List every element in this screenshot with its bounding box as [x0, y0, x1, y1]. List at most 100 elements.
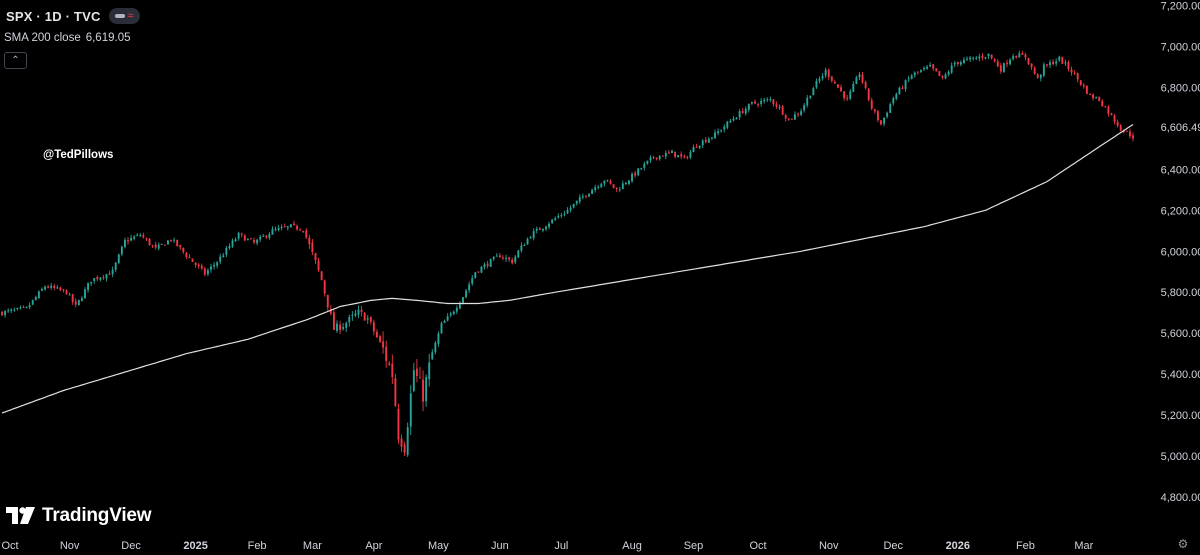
candle-up — [581, 196, 584, 198]
candle-down — [901, 87, 904, 89]
candle-down — [486, 263, 489, 267]
candle-down — [59, 287, 62, 291]
candle-up — [529, 237, 532, 239]
candle-up — [1018, 53, 1021, 58]
candle-up — [210, 266, 212, 270]
candle-down — [1021, 53, 1024, 55]
candle-down — [790, 118, 793, 120]
candle-up — [926, 66, 929, 69]
candle-up — [87, 283, 90, 290]
candle-up — [588, 193, 590, 197]
candle-down — [127, 240, 129, 242]
candle-up — [750, 102, 753, 104]
candle-up — [1055, 61, 1058, 64]
candle-down — [498, 255, 501, 258]
candle-down — [938, 71, 941, 76]
candle-up — [280, 227, 283, 229]
candle-down — [1073, 73, 1076, 75]
candle-down — [170, 240, 172, 242]
candle-down — [1104, 106, 1107, 108]
candle-up — [271, 229, 274, 235]
candle-up — [671, 150, 673, 154]
candle-down — [332, 312, 335, 330]
candle-up — [812, 88, 815, 96]
candle-down — [1082, 85, 1085, 87]
candle-up — [452, 311, 455, 314]
collapse-legend-button[interactable]: ⌃ — [4, 52, 27, 69]
y-axis-tick-label: 5,600.00 — [1161, 328, 1200, 340]
tradingview-logo[interactable]: TradingView — [6, 505, 152, 527]
candle-up — [234, 239, 237, 242]
candle-down — [1036, 74, 1039, 78]
candle-down — [840, 87, 842, 92]
candle-down — [1119, 125, 1122, 131]
candle-up — [883, 117, 886, 124]
visibility-toggle[interactable]: ≈ — [108, 8, 140, 24]
candle-down — [363, 312, 366, 321]
candle-down — [1052, 61, 1055, 65]
candle-up — [262, 235, 265, 237]
symbol-label[interactable]: SPX · 1D · TVC — [6, 8, 101, 24]
candle-up — [206, 270, 209, 275]
candle-down — [323, 280, 326, 294]
sma-legend[interactable]: SMA 200 close 6,619.05 — [4, 32, 130, 44]
sma-200-line — [1, 123, 1134, 414]
candle-down — [757, 104, 759, 106]
candle-up — [572, 203, 575, 208]
candle-up — [849, 91, 852, 99]
candle-up — [259, 236, 262, 240]
candle-up — [987, 53, 990, 57]
candle-up — [345, 322, 348, 328]
candle-down — [1107, 106, 1110, 114]
candle-up — [566, 209, 569, 214]
settings-icon[interactable]: ⚙ — [1177, 537, 1189, 551]
candle-up — [763, 99, 766, 102]
candle-up — [895, 93, 898, 99]
y-axis-tick-label: 6,400.00 — [1161, 164, 1200, 176]
candle-up — [246, 238, 249, 240]
candle-up — [959, 62, 962, 65]
candle-up — [440, 323, 443, 334]
candle-up — [747, 103, 750, 110]
x-axis-tick-label: Jun — [491, 540, 509, 552]
candle-up — [120, 246, 123, 255]
candle-down — [163, 244, 166, 246]
candle-up — [4, 310, 7, 316]
candle-down — [1, 311, 3, 316]
candle-up — [815, 80, 818, 88]
candle-up — [852, 83, 855, 92]
y-axis-tick-label: 6,000.00 — [1161, 246, 1200, 258]
candle-down — [1116, 121, 1119, 126]
y-axis-tick-label: 5,200.00 — [1161, 410, 1200, 422]
tradingview-logo-icon — [6, 507, 35, 524]
y-axis-tick-label: 7,200.00 — [1161, 1, 1200, 13]
candle-down — [941, 75, 944, 78]
candle-up — [34, 297, 37, 300]
x-axis-tick-label: Feb — [1016, 540, 1035, 552]
candle-down — [674, 151, 677, 157]
candle-down — [609, 180, 612, 184]
candle-down — [145, 238, 148, 240]
candle-up — [480, 266, 483, 273]
candle-up — [640, 168, 643, 170]
candle-up — [1039, 74, 1042, 79]
candle-up — [953, 62, 956, 65]
candle-down — [1067, 62, 1070, 69]
candle-down — [422, 379, 425, 402]
candle-up — [231, 240, 234, 247]
candle-up — [1009, 59, 1012, 65]
candle-down — [634, 172, 637, 176]
candle-up — [443, 320, 446, 324]
candle-up — [468, 284, 471, 291]
candle-up — [105, 274, 108, 279]
candle-down — [379, 336, 381, 342]
candle-up — [514, 256, 517, 263]
candle-down — [308, 237, 311, 245]
candle-down — [538, 228, 541, 230]
candle-down — [382, 341, 385, 348]
candle-up — [10, 309, 13, 311]
candle-up — [44, 286, 46, 290]
eye-icon — [114, 14, 125, 18]
candle-up — [225, 247, 228, 255]
